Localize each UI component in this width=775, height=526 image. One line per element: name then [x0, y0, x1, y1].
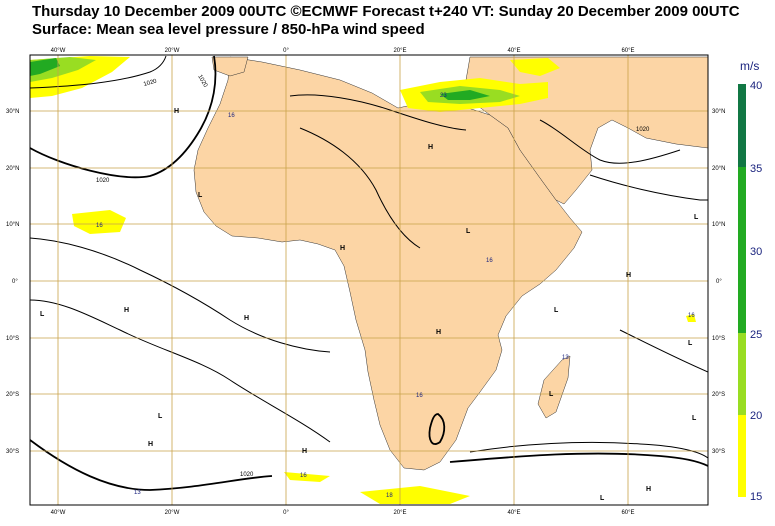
lat-label: 30°N	[6, 109, 19, 115]
low-pressure-marker: L	[600, 495, 605, 502]
lat-label: 20°S	[6, 392, 19, 398]
high-pressure-marker: H	[244, 315, 249, 322]
colorbar-tick: 20	[750, 410, 762, 422]
colorbar-unit: m/s	[740, 59, 759, 73]
low-pressure-marker: L	[554, 307, 559, 314]
wind-shading	[30, 56, 696, 504]
high-pressure-marker: H	[646, 486, 651, 493]
lat-label: 10°S	[6, 336, 19, 342]
colorbar-tick: 25	[750, 329, 762, 341]
low-pressure-marker: L	[40, 311, 45, 318]
low-pressure-marker: L	[692, 415, 697, 422]
madagascar-landmass	[537, 355, 571, 419]
high-pressure-marker: H	[148, 441, 153, 448]
colorbar-tick: 35	[750, 163, 762, 175]
wind-speed-label: 16	[416, 393, 423, 399]
lon-label: 0°	[283, 510, 289, 516]
colorbar-tick: 15	[750, 491, 762, 503]
high-pressure-marker: H	[428, 144, 433, 151]
high-pressure-marker: H	[302, 448, 307, 455]
isobar-label: 1020	[636, 127, 650, 133]
wind-speed-label: 13	[134, 490, 141, 496]
lon-label-top: 60°E	[621, 48, 634, 54]
colorbar-band-30-40	[738, 84, 746, 167]
graticule	[30, 55, 708, 505]
wind-speed-label: 18	[386, 493, 393, 499]
low-pressure-marker: L	[688, 340, 693, 347]
low-pressure-marker: L	[466, 228, 471, 235]
wind-speed-label: 23	[440, 93, 447, 99]
lat-label-right: 30°N	[712, 109, 725, 115]
chart-subtitle: Surface: Mean sea level pressure / 850-h…	[32, 21, 425, 38]
map-frame	[29, 54, 709, 506]
lat-label-right: 0°	[716, 279, 722, 285]
low-pressure-marker: L	[158, 413, 163, 420]
wind-speed-label: 16	[300, 473, 307, 479]
lon-label: 40°E	[507, 510, 520, 516]
lat-label: 0°	[12, 279, 18, 285]
colorbar: m/s 40 35 30 25 20 15	[738, 59, 762, 503]
wind-speed-label: 16	[486, 258, 493, 264]
lat-label-right: 30°S	[712, 449, 725, 455]
lon-label-top: 40°E	[507, 48, 520, 54]
isobar-label: 1020	[240, 472, 254, 478]
lon-label-top: 0°	[283, 48, 289, 54]
colorbar-band-15-20	[738, 415, 746, 497]
low-pressure-marker: L	[198, 192, 203, 199]
colorbar-band-30-35	[738, 167, 746, 250]
wind-speed-label: 16	[96, 223, 103, 229]
high-pressure-marker: H	[436, 329, 441, 336]
isobar-label: 1020	[96, 178, 110, 184]
lon-label-top: 20°W	[165, 48, 180, 54]
colorbar-tick: 30	[750, 246, 762, 258]
lon-label: 20°E	[393, 510, 406, 516]
lat-label-right: 10°S	[712, 336, 725, 342]
lon-label-top: 40°W	[51, 48, 66, 54]
chart-title: Thursday 10 December 2009 00UTC ©ECMWF F…	[32, 3, 740, 20]
high-pressure-marker: H	[340, 245, 345, 252]
wind-speed-label: 16	[228, 113, 235, 119]
lon-label: 60°E	[621, 510, 634, 516]
colorbar-tick: 40	[750, 80, 762, 92]
isobars	[30, 55, 708, 491]
lat-label: 30°S	[6, 449, 19, 455]
lat-label-right: 20°N	[712, 166, 725, 172]
lat-label-right: 10°N	[712, 222, 725, 228]
low-pressure-marker: L	[549, 391, 554, 398]
lon-label: 40°W	[51, 510, 66, 516]
colorbar-band-20-25	[738, 333, 746, 415]
high-pressure-marker: H	[174, 108, 179, 115]
lat-label-right: 20°S	[712, 392, 725, 398]
wind-speed-label: 13	[562, 355, 569, 361]
colorbar-band-25-30	[738, 250, 746, 333]
isobar-label: 1020	[143, 79, 158, 88]
lon-label: 20°W	[165, 510, 180, 516]
high-pressure-marker: H	[626, 272, 631, 279]
europe-landmass	[211, 56, 249, 77]
high-pressure-marker: H	[124, 307, 129, 314]
low-pressure-marker: L	[694, 214, 699, 221]
lon-label-top: 20°E	[393, 48, 406, 54]
lat-label: 20°N	[6, 166, 19, 172]
africa-landmass	[193, 56, 583, 471]
wind-speed-label: 16	[688, 313, 695, 319]
lat-label: 10°N	[6, 222, 19, 228]
